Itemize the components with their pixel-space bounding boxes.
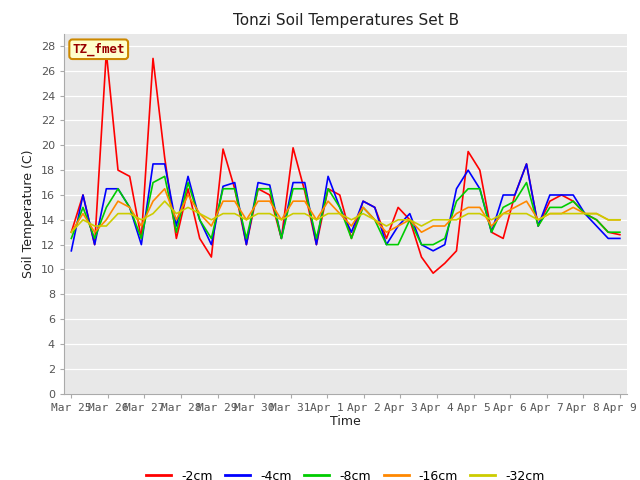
Text: TZ_fmet: TZ_fmet — [72, 43, 125, 56]
Legend: -2cm, -4cm, -8cm, -16cm, -32cm: -2cm, -4cm, -8cm, -16cm, -32cm — [141, 465, 550, 480]
Title: Tonzi Soil Temperatures Set B: Tonzi Soil Temperatures Set B — [232, 13, 459, 28]
X-axis label: Time: Time — [330, 415, 361, 429]
Y-axis label: Soil Temperature (C): Soil Temperature (C) — [22, 149, 35, 278]
